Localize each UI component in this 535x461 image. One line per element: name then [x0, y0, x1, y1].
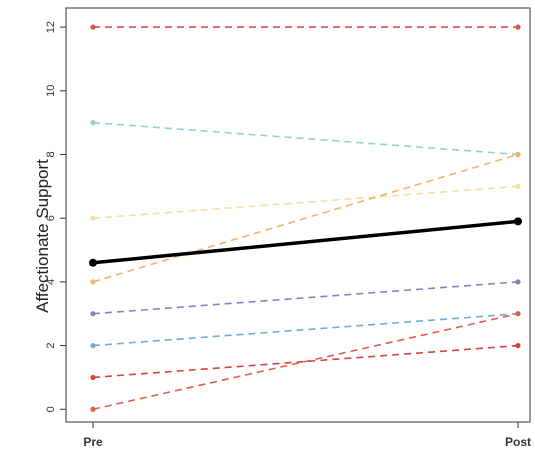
y-tick-label: 4: [45, 279, 57, 285]
series-line: [92, 153, 519, 283]
data-point: [515, 183, 521, 189]
y-tick-label: 2: [45, 343, 57, 349]
series-line: [92, 185, 519, 219]
x-tick-label: Post: [505, 435, 531, 449]
data-point: [90, 215, 96, 221]
y-axis-label: Affectionate Support: [33, 159, 52, 313]
series-line: [92, 281, 519, 315]
data-point: [90, 120, 96, 126]
mean-data-point: [89, 258, 97, 267]
series-line: [92, 121, 519, 156]
data-point: [90, 342, 96, 349]
x-tick-label: Pre: [83, 435, 103, 449]
data-point: [90, 406, 96, 412]
plot-frame: [65, 7, 531, 423]
y-tick-label: 12: [45, 21, 57, 33]
data-point: [515, 311, 521, 317]
y-axis: 0 2 4 6 8 10 12: [45, 21, 66, 412]
data-point: [90, 279, 96, 285]
data-point: [90, 24, 96, 30]
y-tick-label: 0: [45, 406, 57, 412]
data-point: [515, 279, 521, 285]
mean-data-point: [514, 217, 522, 226]
data-point: [515, 342, 521, 349]
x-axis: Pre Post: [83, 422, 531, 449]
y-tick-label: 6: [45, 215, 57, 221]
data-point: [515, 24, 521, 30]
y-tick-label: 10: [45, 85, 57, 97]
mean-series-line: [92, 219, 519, 265]
series-line: [92, 312, 519, 347]
y-tick-label: 8: [45, 151, 57, 157]
data-point: [90, 311, 96, 317]
data-point: [515, 151, 521, 158]
series-layer: [89, 24, 522, 412]
series-line: [92, 312, 519, 411]
data-point: [90, 374, 96, 381]
